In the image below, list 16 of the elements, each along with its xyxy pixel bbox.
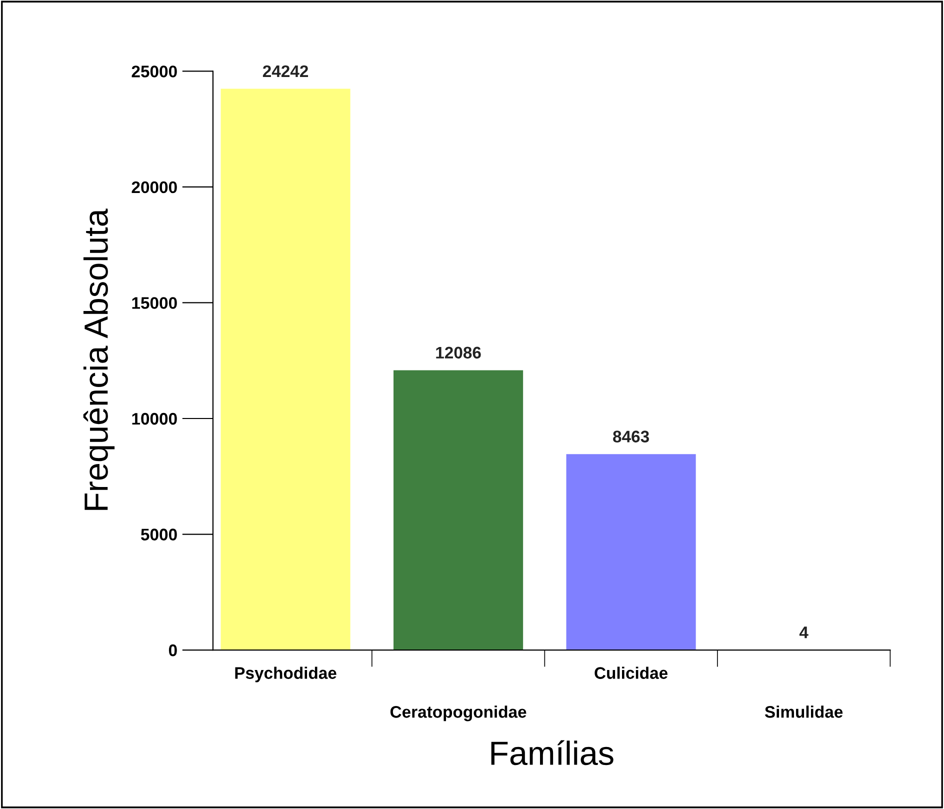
data-label: 8463 [613,430,649,442]
data-label: 12086 [436,346,481,359]
y-tick-label: 25000 [132,66,177,78]
data-label: 4 [799,626,808,638]
x-tick-label: Simulidae [764,706,843,718]
x-axis-title: Famílias [491,740,614,766]
y-tick-label: 20000 [132,181,177,194]
y-axis-title: Frequência Absoluta [83,208,115,510]
y-tick-label: 0 [168,644,177,656]
y-tick-label: 10000 [132,412,177,425]
x-tick-label: Culicidae [594,666,668,679]
data-label: 24242 [262,65,308,77]
x-tick-label: Psychodidae [235,666,336,682]
x-tick-label: Ceratopogonidae [390,706,526,722]
y-tick-label: 5000 [140,528,177,540]
y-tick-label: 15000 [132,297,177,309]
